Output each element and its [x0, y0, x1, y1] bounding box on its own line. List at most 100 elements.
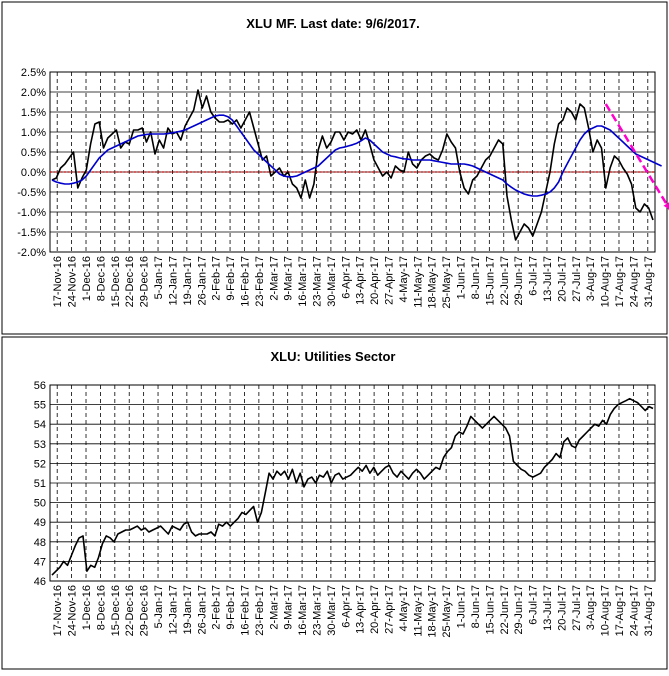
x-tick-label: 13-Apr-17	[355, 256, 367, 305]
x-tick-label: 27-Jul-17	[571, 585, 583, 631]
y-tick-label: 56	[34, 380, 46, 392]
y-tick-label: 54	[34, 419, 46, 431]
x-tick-label: 12-Jan-17	[167, 585, 179, 635]
x-tick-label: 16-Mar-17	[297, 585, 309, 636]
x-tick-label: 23-Mar-17	[311, 256, 323, 307]
x-tick-label: 31-Aug-17	[643, 585, 655, 636]
x-tick-label: 6-Jul-17	[528, 256, 540, 296]
y-tick-label: 50	[34, 498, 46, 510]
x-tick-label: 20-Jul-17	[556, 256, 568, 302]
x-tick-label: 17-Aug-17	[614, 256, 626, 307]
x-tick-label: 18-May-17	[427, 256, 439, 309]
x-tick-label: 6-Apr-17	[340, 585, 352, 628]
x-tick-label: 27-Jul-17	[571, 256, 583, 302]
y-tick-label: 0.0%	[21, 167, 46, 179]
x-tick-label: 2-Mar-17	[268, 585, 280, 630]
y-tick-label: 46	[34, 576, 46, 588]
x-tick-label: 15-Dec-16	[110, 585, 122, 636]
x-tick-label: 12-Jan-17	[167, 256, 179, 306]
x-tick-label: 1-Dec-16	[81, 585, 93, 630]
y-tick-label: -2.0%	[17, 247, 46, 259]
x-tick-label: 29-Jun-17	[513, 585, 525, 635]
y-tick-label: 52	[34, 458, 46, 470]
x-tick-label: 8-Dec-16	[95, 585, 107, 630]
x-tick-label: 23-Feb-17	[254, 256, 266, 307]
x-tick-label: 4-May-17	[398, 256, 410, 302]
x-tick-label: 4-May-17	[398, 585, 410, 631]
y-tick-label: -0.5%	[17, 187, 46, 199]
x-tick-label: 25-May-17	[441, 256, 453, 309]
x-tick-label: 13-Jul-17	[542, 256, 554, 302]
x-tick-label: 2-Mar-17	[268, 256, 280, 301]
x-tick-label: 5-Jan-17	[153, 256, 165, 299]
x-tick-label: 15-Jun-17	[484, 256, 496, 306]
x-tick-label: 24-Aug-17	[628, 585, 640, 636]
x-tick-label: 9-Mar-17	[283, 256, 295, 301]
x-tick-label: 5-Jan-17	[153, 585, 165, 628]
x-tick-label: 13-Jul-17	[542, 585, 554, 631]
x-tick-label: 26-Jan-17	[196, 585, 208, 635]
x-tick-label: 13-Apr-17	[355, 585, 367, 634]
x-tick-label: 2-Feb-17	[211, 585, 223, 630]
x-tick-label: 22-Dec-16	[124, 256, 136, 307]
y-tick-label: 51	[34, 478, 46, 490]
x-tick-label: 8-Jun-17	[470, 585, 482, 628]
x-tick-label: 22-Jun-17	[499, 585, 511, 635]
x-tick-label: 29-Dec-16	[139, 256, 151, 307]
y-tick-label: 53	[34, 439, 46, 451]
y-tick-label: 47	[34, 556, 46, 568]
x-tick-label: 9-Feb-17	[225, 585, 237, 630]
x-tick-label: 20-Apr-17	[369, 585, 381, 634]
x-tick-label: 29-Jun-17	[513, 256, 525, 306]
x-tick-label: 6-Apr-17	[340, 256, 352, 299]
x-tick-label: 17-Nov-16	[52, 256, 64, 307]
x-tick-label: 6-Jul-17	[528, 585, 540, 625]
x-tick-label: 17-Aug-17	[614, 585, 626, 636]
x-tick-label: 20-Jul-17	[556, 585, 568, 631]
y-tick-label: -1.5%	[17, 227, 46, 239]
x-tick-label: 8-Dec-16	[95, 256, 107, 301]
x-tick-label: 19-Jan-17	[182, 585, 194, 635]
mf-chart-title: XLU MF. Last date: 9/6/2017.	[246, 16, 419, 31]
x-tick-label: 2-Feb-17	[211, 256, 223, 301]
x-tick-label: 19-Jan-17	[182, 256, 194, 306]
y-tick-label: 2.5%	[21, 67, 46, 79]
y-tick-label: 55	[34, 400, 46, 412]
x-tick-label: 1-Jun-17	[456, 585, 468, 628]
x-tick-label: 24-Nov-16	[67, 256, 79, 307]
y-tick-label: 48	[34, 537, 46, 549]
y-tick-label: -1.0%	[17, 207, 46, 219]
x-tick-label: 20-Apr-17	[369, 256, 381, 305]
x-tick-label: 11-May-17	[412, 585, 424, 637]
y-tick-label: 0.5%	[21, 147, 46, 159]
x-tick-label: 9-Feb-17	[225, 256, 237, 301]
x-tick-label: 24-Nov-16	[67, 585, 79, 636]
x-tick-label: 22-Jun-17	[499, 256, 511, 306]
x-tick-label: 1-Dec-16	[81, 256, 93, 301]
x-tick-label: 23-Mar-17	[311, 585, 323, 636]
x-tick-label: 27-Apr-17	[384, 256, 396, 305]
x-tick-label: 11-May-17	[412, 256, 424, 308]
x-tick-label: 17-Nov-16	[52, 585, 64, 636]
x-tick-label: 16-Feb-17	[239, 256, 251, 307]
x-tick-label: 18-May-17	[427, 585, 439, 638]
x-tick-label: 15-Dec-16	[110, 256, 122, 307]
x-tick-label: 23-Feb-17	[254, 585, 266, 636]
x-tick-label: 30-Mar-17	[326, 256, 338, 307]
x-tick-label: 25-May-17	[441, 585, 453, 638]
y-tick-label: 1.5%	[21, 107, 46, 119]
x-tick-label: 8-Jun-17	[470, 256, 482, 299]
x-tick-label: 10-Aug-17	[600, 585, 612, 636]
x-tick-label: 22-Dec-16	[124, 585, 136, 636]
x-tick-label: 9-Mar-17	[283, 585, 295, 630]
x-tick-label: 1-Jun-17	[456, 256, 468, 299]
x-tick-label: 16-Feb-17	[239, 585, 251, 636]
x-tick-label: 15-Jun-17	[484, 585, 496, 635]
x-tick-label: 10-Aug-17	[600, 256, 612, 307]
y-tick-label: 2.0%	[21, 87, 46, 99]
price-chart-title: XLU: Utilities Sector	[271, 349, 396, 364]
x-tick-label: 26-Jan-17	[196, 256, 208, 306]
